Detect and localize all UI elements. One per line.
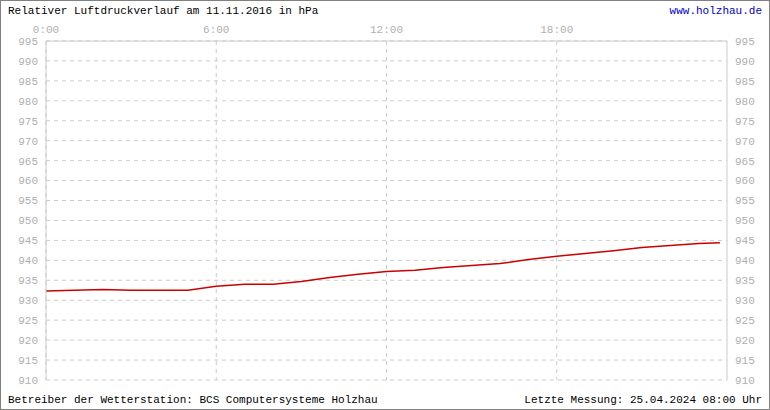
svg-text:995: 995 [18,36,38,48]
svg-text:985: 985 [18,76,38,88]
svg-text:990: 990 [735,56,755,68]
svg-text:935: 935 [735,275,755,287]
svg-text:6:00: 6:00 [203,24,229,36]
svg-text:975: 975 [735,116,755,128]
svg-text:920: 920 [18,335,38,347]
svg-text:960: 960 [18,175,38,187]
svg-text:925: 925 [18,315,38,327]
svg-text:980: 980 [735,96,755,108]
svg-text:965: 965 [18,156,38,168]
svg-text:915: 915 [735,355,755,367]
svg-text:925: 925 [735,315,755,327]
html-text:www.holzhau.de: www.holzhau.de [669,5,762,17]
svg-text:0:00: 0:00 [33,24,59,36]
svg-text:990: 990 [18,56,38,68]
svg-text:930: 930 [18,295,38,307]
svg-text:920: 920 [735,335,755,347]
svg-text:955: 955 [735,195,755,207]
svg-text:945: 945 [18,235,38,247]
svg-text:950: 950 [18,215,38,227]
svg-text:995: 995 [735,36,755,48]
svg-text:935: 935 [18,275,38,287]
svg-text:965: 965 [735,156,755,168]
svg-text:945: 945 [735,235,755,247]
svg-text:12:00: 12:00 [370,24,403,36]
svg-text:955: 955 [18,195,38,207]
svg-text:975: 975 [18,116,38,128]
svg-text:960: 960 [735,175,755,187]
svg-text:915: 915 [18,355,38,367]
svg-text:970: 970 [18,136,38,148]
svg-text:980: 980 [18,96,38,108]
html-text:Betreiber der Wetterstation: B: Betreiber der Wetterstation: BCS Compute… [8,394,378,406]
html-text:Letzte Messung: 25.04.2024 08:: Letzte Messung: 25.04.2024 08:00 Uhr [524,394,762,406]
html-text:Relativer Luftdruckverlauf am: Relativer Luftdruckverlauf am 11.11.2016… [8,5,319,17]
svg-text:18:00: 18:00 [540,24,573,36]
svg-text:940: 940 [735,255,755,267]
svg-text:910: 910 [18,375,38,387]
svg-text:985: 985 [735,76,755,88]
svg-text:970: 970 [735,136,755,148]
svg-text:930: 930 [735,295,755,307]
svg-text:940: 940 [18,255,38,267]
svg-text:910: 910 [735,375,755,387]
svg-text:950: 950 [735,215,755,227]
